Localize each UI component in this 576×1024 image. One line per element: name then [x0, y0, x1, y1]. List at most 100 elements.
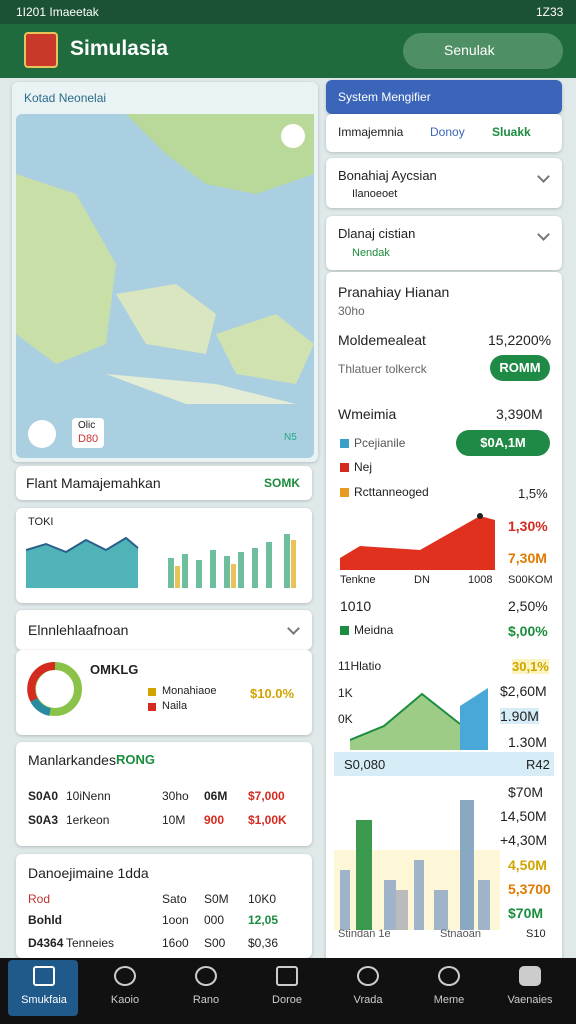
- system-col: Donoy: [430, 125, 465, 139]
- plan-title: Pranahiay Hianan: [338, 284, 450, 300]
- status-time: 1Z33: [536, 5, 564, 19]
- hist-value-label: $2,60M: [500, 683, 547, 699]
- map-label: N5: [284, 432, 297, 443]
- row-value: 2,50%: [508, 598, 548, 614]
- wm-pct: 1,5%: [518, 486, 548, 501]
- market-tag: RONG: [116, 752, 155, 767]
- map-label: Olic: [78, 420, 96, 431]
- city-value: 5,3700: [508, 881, 551, 897]
- market-title: Manlarkandes: [28, 752, 116, 768]
- cell: 1erkeon: [66, 813, 110, 827]
- cell: 16o0: [162, 936, 189, 950]
- search-text: Senulak: [444, 42, 495, 58]
- cell: 12,05: [248, 913, 279, 927]
- dropdown-sub: Nendak: [352, 247, 390, 259]
- nav-icon: [33, 966, 55, 986]
- city-value: $70M: [508, 784, 544, 800]
- market-card: [16, 742, 312, 846]
- cell: S00: [204, 936, 226, 950]
- cell: S0A0: [28, 789, 59, 803]
- legend-text: Rcttanneoged: [354, 485, 429, 499]
- hist-footer: [334, 752, 554, 776]
- hist-value-label: 1.90M: [500, 708, 539, 724]
- legend-text: Monahiaoe: [162, 685, 217, 697]
- cell: Bohld: [28, 913, 62, 927]
- legend-text: Naila: [162, 700, 188, 712]
- nav-active: [8, 960, 78, 1016]
- dropdown-title: Bonahiaj Aycsian: [338, 168, 437, 183]
- chart-label: TOKI: [28, 516, 54, 528]
- nav-label: Smukfaia: [21, 994, 67, 1006]
- section-title: Elnnlehlaafnoan: [28, 622, 129, 638]
- legend-text: Pcejianile: [354, 436, 406, 450]
- section-card[interactable]: [16, 610, 312, 650]
- hist-axis: 0K: [338, 712, 353, 726]
- cell: Rod: [28, 892, 51, 906]
- dropdown[interactable]: [326, 216, 562, 270]
- legend-swatch: [340, 463, 349, 472]
- map-label: D80: [78, 433, 99, 445]
- wm-label: Wmeimia: [338, 406, 397, 422]
- nav-icon: [195, 966, 217, 986]
- nav-item[interactable]: Meme: [409, 960, 489, 1006]
- city-value: +4,30M: [500, 832, 548, 848]
- system-col: Immajemnia: [338, 125, 404, 139]
- search-box[interactable]: [403, 33, 563, 69]
- hist-value-label: 1.30M: [508, 734, 547, 750]
- city-value: 4,50M: [508, 857, 547, 873]
- hist-foot: S0,080: [344, 757, 386, 772]
- cell: S0A3: [28, 813, 59, 827]
- cell: 10K0: [248, 892, 277, 906]
- plan-sub: 30ho: [338, 304, 365, 318]
- cell: $1,00K: [248, 813, 287, 827]
- nav-label: Rano: [192, 994, 220, 1006]
- model-button[interactable]: ROMM: [490, 355, 550, 381]
- nav-label: Vaenaies: [507, 994, 553, 1006]
- status-text: 1I201 Imaeetak: [16, 5, 99, 19]
- area-axis: Tenkne: [340, 574, 376, 586]
- cell: 000: [204, 913, 225, 927]
- legend-swatch: [340, 439, 349, 448]
- dropdown-title: Dlanaj cistian: [338, 226, 416, 241]
- nav-item[interactable]: Doroe: [247, 960, 327, 1006]
- cell: 06M: [204, 789, 228, 803]
- hist-title: 11Hlatio: [338, 659, 382, 673]
- dropdown[interactable]: [326, 158, 562, 208]
- wm-button[interactable]: $0A,1M: [456, 430, 550, 456]
- city-value: 14,50M: [500, 808, 547, 824]
- cell: D4364: [28, 936, 64, 950]
- cell: S0M: [204, 892, 229, 906]
- system-dropdown[interactable]: [326, 80, 562, 114]
- nav-label: Doroe: [272, 994, 302, 1006]
- area-chart: [340, 513, 495, 570]
- legend-swatch: [340, 488, 349, 497]
- nav-item[interactable]: Vaenaies: [490, 960, 570, 1006]
- legend-swatch: [148, 703, 156, 711]
- cell: Tenneies: [66, 936, 115, 950]
- nav-item[interactable]: Vrada: [328, 960, 408, 1006]
- area-axis: DN: [414, 574, 430, 586]
- legend-swatch: [148, 688, 156, 696]
- model-value: 15,2200%: [488, 332, 552, 348]
- nav-item[interactable]: Smukfaia: [4, 960, 84, 1006]
- app-logo: [24, 32, 58, 68]
- system-col: Sluakk: [492, 125, 531, 139]
- mini-charts: [26, 534, 296, 588]
- status-bar: [0, 0, 576, 24]
- plan-value: SOMK: [264, 476, 300, 490]
- nav-item[interactable]: Rano: [166, 960, 246, 1006]
- system-title: System Mengifier: [338, 90, 431, 104]
- donut-title: OMKLG: [90, 662, 139, 677]
- model-note: Thlatuer tolkerck: [338, 362, 427, 376]
- city-chart: [334, 800, 500, 930]
- hist-axis: 1K: [338, 686, 353, 700]
- nav-icon: [357, 966, 379, 986]
- nav-label: Meme: [433, 994, 465, 1006]
- cell: Sato: [162, 892, 187, 906]
- nav-icon: [438, 966, 460, 986]
- plan-title: Flant Mamajemahkan: [26, 475, 161, 491]
- bottom-nav: [0, 958, 576, 1024]
- map[interactable]: [16, 114, 314, 458]
- nav-item[interactable]: Kaoio: [85, 960, 165, 1006]
- table-card: [16, 854, 312, 958]
